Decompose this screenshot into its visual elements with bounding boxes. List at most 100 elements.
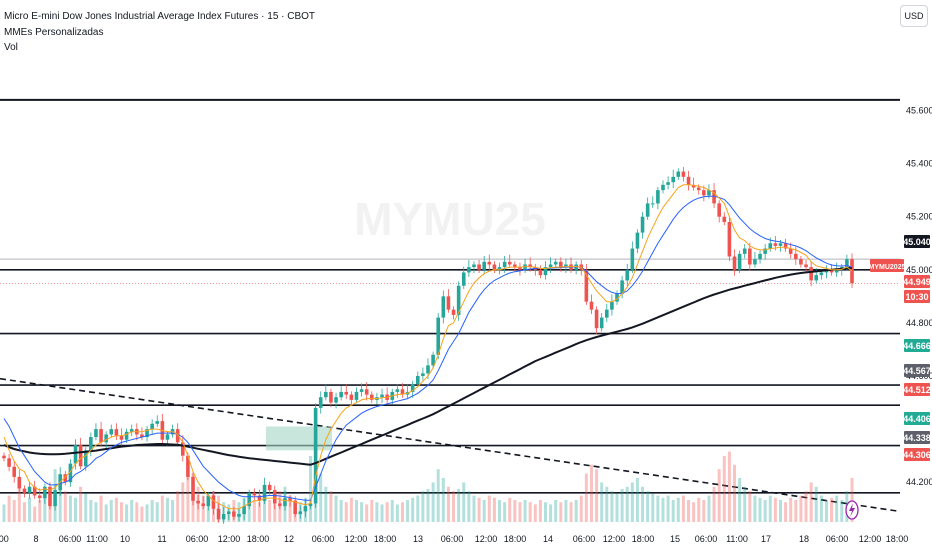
candle[interactable] [446, 296, 451, 310]
candle[interactable] [272, 490, 277, 504]
candle[interactable] [472, 264, 476, 268]
candle[interactable] [145, 429, 149, 438]
demand-zone[interactable] [266, 426, 332, 451]
candle[interactable] [477, 264, 481, 270]
candle[interactable] [497, 267, 502, 270]
candle[interactable] [712, 190, 716, 204]
candle[interactable] [702, 190, 706, 196]
candle[interactable] [257, 495, 262, 501]
candle[interactable] [150, 423, 154, 430]
candle[interactable] [441, 296, 446, 318]
candle[interactable] [334, 397, 338, 403]
candle[interactable] [211, 495, 216, 509]
price-tag[interactable] [904, 364, 930, 377]
price-tag[interactable] [904, 339, 930, 352]
candle[interactable] [610, 301, 614, 310]
candle[interactable] [12, 466, 17, 477]
candle[interactable] [196, 500, 200, 504]
candle[interactable] [308, 503, 313, 507]
candle[interactable] [538, 269, 543, 276]
candle[interactable] [53, 490, 57, 507]
candle[interactable] [615, 293, 619, 302]
candle[interactable] [298, 511, 303, 515]
candle[interactable] [594, 309, 599, 329]
candle[interactable] [696, 187, 701, 191]
candle[interactable] [278, 503, 282, 507]
price-tag[interactable] [904, 412, 930, 425]
candle[interactable] [83, 450, 88, 467]
candle[interactable] [395, 389, 400, 392]
candle[interactable] [339, 391, 343, 398]
indicator-vol[interactable]: Vol [4, 42, 18, 53]
candle[interactable] [32, 486, 37, 496]
candle[interactable] [753, 259, 757, 265]
candle[interactable] [666, 182, 670, 185]
candle[interactable] [324, 391, 328, 398]
candle[interactable] [226, 511, 231, 515]
candle[interactable] [451, 309, 456, 315]
price-tag[interactable] [904, 235, 930, 248]
candle[interactable] [763, 248, 767, 254]
candle[interactable] [727, 222, 732, 257]
candle[interactable] [99, 429, 103, 443]
candle[interactable] [22, 488, 27, 493]
candle[interactable] [492, 264, 497, 270]
candle[interactable] [68, 463, 73, 483]
candle[interactable] [288, 498, 292, 501]
candle[interactable] [104, 434, 108, 443]
candle[interactable] [456, 285, 461, 315]
candle[interactable] [804, 264, 808, 268]
candle[interactable] [604, 309, 609, 318]
candle[interactable] [640, 216, 645, 233]
candle[interactable] [788, 248, 793, 254]
candle[interactable] [681, 171, 686, 177]
price-tag[interactable] [904, 383, 930, 396]
candle[interactable] [63, 474, 68, 483]
candle[interactable] [650, 203, 655, 205]
candle[interactable] [482, 261, 486, 270]
candle[interactable] [676, 171, 681, 177]
candle[interactable] [267, 484, 272, 491]
candle[interactable] [175, 429, 180, 443]
candle[interactable] [180, 442, 185, 456]
candle[interactable] [349, 394, 354, 400]
ema-slow-line[interactable] [3, 266, 853, 466]
candle[interactable] [410, 383, 415, 392]
ema-mid-line[interactable] [3, 195, 853, 501]
candle[interactable] [686, 176, 691, 185]
candle[interactable] [43, 486, 47, 499]
candle[interactable] [783, 243, 788, 249]
candle[interactable] [523, 264, 527, 270]
candle[interactable] [237, 514, 241, 517]
candle[interactable] [507, 261, 512, 265]
candle[interactable] [737, 253, 742, 270]
candle[interactable] [436, 317, 441, 355]
candle[interactable] [543, 267, 548, 276]
candle[interactable] [845, 259, 849, 268]
candle[interactable] [140, 434, 144, 438]
candle[interactable] [283, 498, 287, 507]
candle[interactable] [732, 256, 737, 270]
candle[interactable] [221, 514, 226, 520]
candle[interactable] [814, 275, 819, 281]
candle[interactable] [584, 269, 589, 302]
candle[interactable] [620, 280, 624, 294]
candle[interactable] [400, 389, 405, 395]
candle[interactable] [27, 486, 32, 493]
candle[interactable] [124, 431, 129, 440]
candle[interactable] [119, 435, 124, 440]
candle[interactable] [37, 495, 42, 499]
candle[interactable] [247, 492, 252, 507]
candle[interactable] [318, 397, 323, 408]
candle[interactable] [186, 455, 190, 477]
candle[interactable] [768, 243, 773, 249]
candle[interactable] [232, 511, 236, 517]
candle[interactable] [201, 503, 206, 507]
candle[interactable] [354, 391, 359, 400]
candle[interactable] [671, 176, 676, 183]
price-tag[interactable] [904, 448, 930, 461]
candle[interactable] [370, 394, 374, 400]
candle[interactable] [252, 492, 257, 496]
candle[interactable] [645, 203, 650, 217]
